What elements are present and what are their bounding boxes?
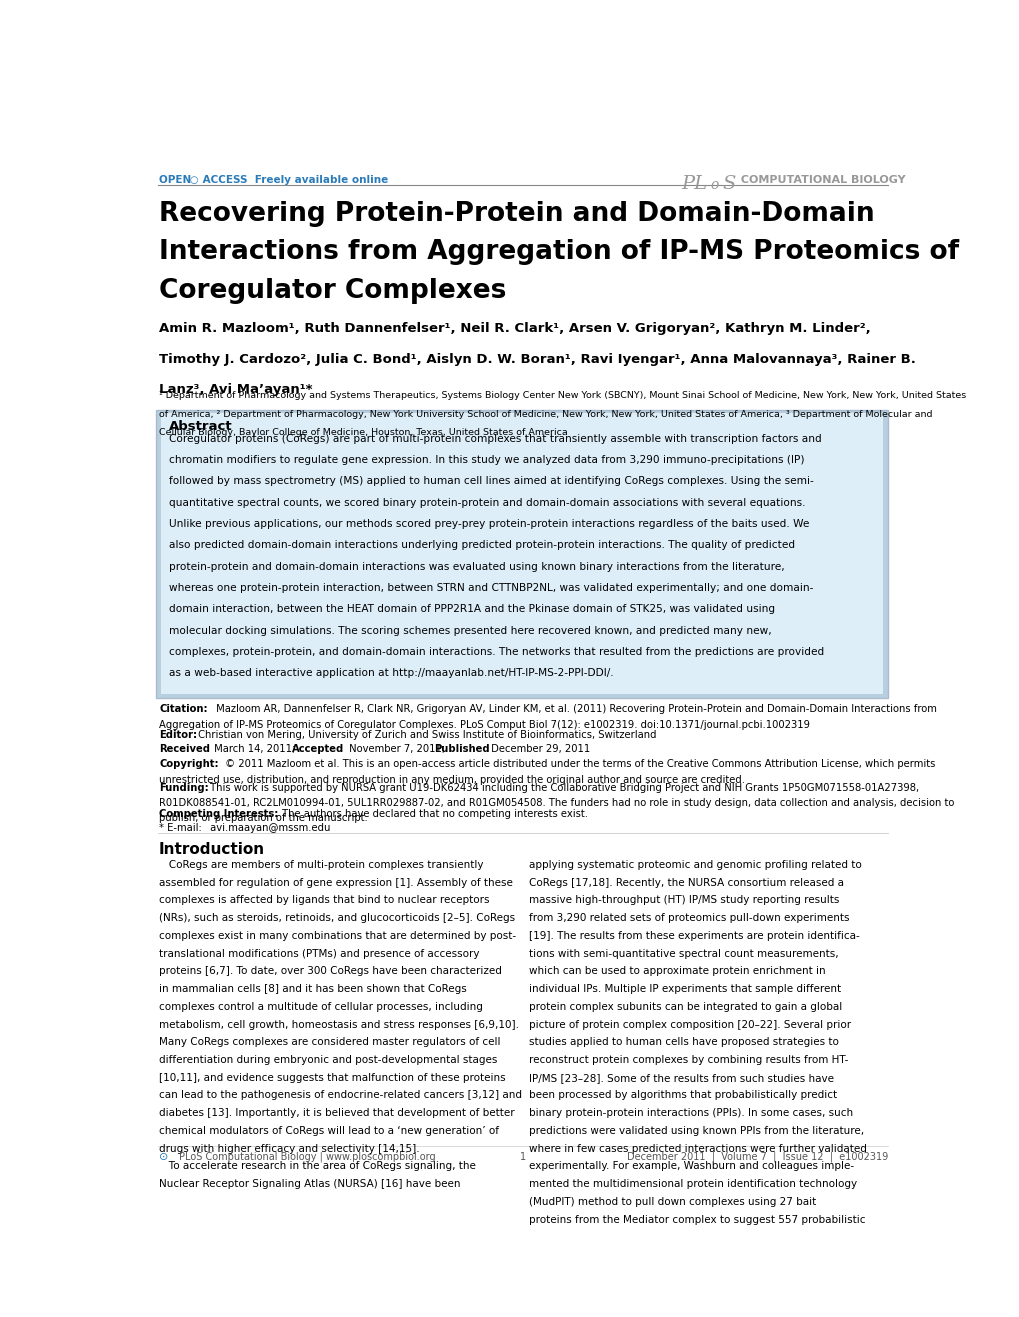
Text: from 3,290 related sets of proteomics pull-down experiments: from 3,290 related sets of proteomics pu… [529, 913, 849, 923]
Text: diabetes [13]. Importantly, it is believed that development of better: diabetes [13]. Importantly, it is believ… [159, 1108, 515, 1118]
Text: Amin R. Mazloom¹, Ruth Dannenfelser¹, Neil R. Clark¹, Arsen V. Grigoryan², Kathr: Amin R. Mazloom¹, Ruth Dannenfelser¹, Ne… [159, 323, 870, 336]
Text: metabolism, cell growth, homeostasis and stress responses [6,9,10].: metabolism, cell growth, homeostasis and… [159, 1019, 519, 1030]
FancyBboxPatch shape [161, 412, 882, 694]
Text: R01DK088541-01, RC2LM010994-01, 5UL1RR029887-02, and R01GM054508. The funders ha: R01DK088541-01, RC2LM010994-01, 5UL1RR02… [159, 798, 954, 807]
Text: [10,11], and evidence suggests that malfunction of these proteins: [10,11], and evidence suggests that malf… [159, 1073, 505, 1083]
Text: experimentally. For example, Washburn and colleagues imple-: experimentally. For example, Washburn an… [529, 1162, 853, 1172]
Text: binary protein-protein interactions (PPIs). In some cases, such: binary protein-protein interactions (PPI… [529, 1108, 852, 1118]
Text: To accelerate research in the area of CoRegs signaling, the: To accelerate research in the area of Co… [159, 1162, 476, 1172]
Text: proteins from the Mediator complex to suggest 557 probabilistic: proteins from the Mediator complex to su… [529, 1214, 865, 1225]
Text: individual IPs. Multiple IP experiments that sample different: individual IPs. Multiple IP experiments … [529, 984, 841, 994]
Text: © 2011 Mazloom et al. This is an open-access article distributed under the terms: © 2011 Mazloom et al. This is an open-ac… [222, 760, 934, 769]
Text: chemical modulators of CoRegs will lead to a ‘new generation’ of: chemical modulators of CoRegs will lead … [159, 1126, 498, 1137]
Text: S: S [721, 175, 735, 194]
Text: picture of protein complex composition [20–22]. Several prior: picture of protein complex composition [… [529, 1019, 851, 1030]
Text: December 2011  |  Volume 7  |  Issue 12  |  e1002319: December 2011 | Volume 7 | Issue 12 | e1… [626, 1152, 888, 1163]
Text: Published: Published [434, 744, 489, 755]
Text: (NRs), such as steroids, retinoids, and glucocorticoids [2–5]. CoRegs: (NRs), such as steroids, retinoids, and … [159, 913, 515, 923]
Text: mented the multidimensional protein identification technology: mented the multidimensional protein iden… [529, 1179, 856, 1189]
Text: predictions were validated using known PPIs from the literature,: predictions were validated using known P… [529, 1126, 863, 1137]
Text: ⊙: ⊙ [159, 1152, 172, 1162]
Text: ACCESS  Freely available online: ACCESS Freely available online [199, 175, 387, 186]
Text: molecular docking simulations. The scoring schemes presented here recovered know: molecular docking simulations. The scori… [168, 626, 770, 636]
Text: in mammalian cells [8] and it has been shown that CoRegs: in mammalian cells [8] and it has been s… [159, 984, 467, 994]
Text: domain interaction, between the HEAT domain of PPP2R1A and the Pkinase domain of: domain interaction, between the HEAT dom… [168, 605, 774, 614]
Text: translational modifications (PTMs) and presence of accessory: translational modifications (PTMs) and p… [159, 948, 479, 959]
Text: as a web-based interactive application at http://maayanlab.net/HT-IP-MS-2-PPI-DD: as a web-based interactive application a… [168, 668, 612, 678]
Text: Aggregation of IP-MS Proteomics of Coregulator Complexes. PLoS Comput Biol 7(12): Aggregation of IP-MS Proteomics of Coreg… [159, 720, 809, 730]
Text: followed by mass spectrometry (MS) applied to human cell lines aimed at identify: followed by mass spectrometry (MS) appli… [168, 477, 812, 486]
Text: This work is supported by NURSA grant U19-DK62434 including the Collaborative Br: This work is supported by NURSA grant U1… [206, 782, 918, 793]
Text: Interactions from Aggregation of IP-MS Proteomics of: Interactions from Aggregation of IP-MS P… [159, 240, 958, 265]
Text: [19]. The results from these experiments are protein identifica-: [19]. The results from these experiments… [529, 931, 859, 940]
Text: Cellular Biology, Baylor College of Medicine, Houston, Texas, United States of A: Cellular Biology, Baylor College of Medi… [159, 428, 568, 437]
Text: unrestricted use, distribution, and reproduction in any medium, provided the ori: unrestricted use, distribution, and repr… [159, 774, 745, 785]
Text: Abstract: Abstract [168, 420, 232, 433]
Text: Coregulator proteins (CoRegs) are part of multi-protein complexes that transient: Coregulator proteins (CoRegs) are part o… [168, 433, 820, 444]
Text: Mazloom AR, Dannenfelser R, Clark NR, Grigoryan AV, Linder KM, et al. (2011) Rec: Mazloom AR, Dannenfelser R, Clark NR, Gr… [213, 703, 935, 714]
Text: avi.maayan@mssm.edu: avi.maayan@mssm.edu [206, 823, 329, 834]
Text: Competing Interests:: Competing Interests: [159, 809, 278, 819]
Text: PL: PL [681, 175, 706, 194]
Text: * E-mail:: * E-mail: [159, 823, 202, 834]
Text: Many CoRegs complexes are considered master regulators of cell: Many CoRegs complexes are considered mas… [159, 1038, 500, 1047]
Text: The authors have declared that no competing interests exist.: The authors have declared that no compet… [279, 809, 588, 819]
Text: protein-protein and domain-domain interactions was evaluated using known binary : protein-protein and domain-domain intera… [168, 561, 784, 572]
Text: chromatin modifiers to regulate gene expression. In this study we analyzed data : chromatin modifiers to regulate gene exp… [168, 456, 803, 465]
FancyBboxPatch shape [156, 410, 888, 698]
Text: complexes is affected by ligands that bind to nuclear receptors: complexes is affected by ligands that bi… [159, 896, 489, 905]
Text: can lead to the pathogenesis of endocrine-related cancers [3,12] and: can lead to the pathogenesis of endocrin… [159, 1090, 522, 1101]
Text: assembled for regulation of gene expression [1]. Assembly of these: assembled for regulation of gene express… [159, 877, 513, 888]
Text: OPEN: OPEN [159, 175, 195, 186]
Text: Nuclear Receptor Signaling Atlas (NURSA) [16] have been: Nuclear Receptor Signaling Atlas (NURSA)… [159, 1179, 461, 1189]
Text: December 29, 2011: December 29, 2011 [487, 744, 590, 755]
Text: PLoS Computational Biology | www.ploscompbiol.org: PLoS Computational Biology | www.ploscom… [178, 1152, 435, 1163]
Text: (MudPIT) method to pull down complexes using 27 bait: (MudPIT) method to pull down complexes u… [529, 1197, 815, 1206]
Text: Funding:: Funding: [159, 782, 209, 793]
Text: also predicted domain-domain interactions underlying predicted protein-protein i: also predicted domain-domain interaction… [168, 540, 794, 551]
Text: protein complex subunits can be integrated to gain a global: protein complex subunits can be integrat… [529, 1002, 842, 1011]
Text: November 7, 2011;: November 7, 2011; [345, 744, 447, 755]
Text: studies applied to human cells have proposed strategies to: studies applied to human cells have prop… [529, 1038, 838, 1047]
Text: Unlike previous applications, our methods scored prey-prey protein-protein inter: Unlike previous applications, our method… [168, 519, 808, 529]
Text: drugs with higher efficacy and selectivity [14,15].: drugs with higher efficacy and selectivi… [159, 1143, 420, 1154]
Text: Recovering Protein-Protein and Domain-Domain: Recovering Protein-Protein and Domain-Do… [159, 200, 874, 227]
Text: of America, ² Department of Pharmacology, New York University School of Medicine: of America, ² Department of Pharmacology… [159, 410, 931, 419]
Text: proteins [6,7]. To date, over 300 CoRegs have been characterized: proteins [6,7]. To date, over 300 CoRegs… [159, 967, 501, 976]
Text: March 14, 2011;: March 14, 2011; [211, 744, 299, 755]
Text: ¹ Department of Pharmacology and Systems Therapeutics, Systems Biology Center Ne: ¹ Department of Pharmacology and Systems… [159, 391, 965, 400]
Text: massive high-throughput (HT) IP/MS study reporting results: massive high-throughput (HT) IP/MS study… [529, 896, 839, 905]
Text: 1: 1 [519, 1152, 526, 1162]
Text: tions with semi-quantitative spectral count measurements,: tions with semi-quantitative spectral co… [529, 948, 838, 959]
Text: Editor:: Editor: [159, 730, 197, 740]
Text: o: o [710, 178, 718, 192]
Text: whereas one protein-protein interaction, between STRN and CTTNBP2NL, was validat: whereas one protein-protein interaction,… [168, 583, 812, 593]
Text: Timothy J. Cardozo², Julia C. Bond¹, Aislyn D. W. Boran¹, Ravi Iyengar¹, Anna Ma: Timothy J. Cardozo², Julia C. Bond¹, Ais… [159, 353, 915, 366]
Text: applying systematic proteomic and genomic profiling related to: applying systematic proteomic and genomi… [529, 860, 861, 869]
Text: Lanz³, Avi Ma’ayan¹*: Lanz³, Avi Ma’ayan¹* [159, 383, 312, 396]
Text: quantitative spectral counts, we scored binary protein-protein and domain-domain: quantitative spectral counts, we scored … [168, 498, 804, 508]
Text: reconstruct protein complexes by combining results from HT-: reconstruct protein complexes by combini… [529, 1055, 848, 1065]
Text: Accepted: Accepted [291, 744, 343, 755]
Text: differentiation during embryonic and post-developmental stages: differentiation during embryonic and pos… [159, 1055, 497, 1065]
Text: Coregulator Complexes: Coregulator Complexes [159, 278, 506, 304]
Text: Citation:: Citation: [159, 703, 208, 714]
Text: CoRegs are members of multi-protein complexes transiently: CoRegs are members of multi-protein comp… [159, 860, 483, 869]
Text: Christian von Mering, University of Zurich and Swiss Institute of Bioinformatics: Christian von Mering, University of Zuri… [196, 730, 656, 740]
Text: where in few cases predicted interactions were further validated: where in few cases predicted interaction… [529, 1143, 866, 1154]
Text: which can be used to approximate protein enrichment in: which can be used to approximate protein… [529, 967, 825, 976]
Text: Introduction: Introduction [159, 842, 265, 856]
Text: complexes exist in many combinations that are determined by post-: complexes exist in many combinations tha… [159, 931, 516, 940]
Text: IP/MS [23–28]. Some of the results from such studies have: IP/MS [23–28]. Some of the results from … [529, 1073, 834, 1083]
Text: Copyright:: Copyright: [159, 760, 218, 769]
Text: Received: Received [159, 744, 210, 755]
Text: COMPUTATIONAL BIOLOGY: COMPUTATIONAL BIOLOGY [737, 175, 905, 186]
Text: complexes control a multitude of cellular processes, including: complexes control a multitude of cellula… [159, 1002, 483, 1011]
Text: complexes, protein-protein, and domain-domain interactions. The networks that re: complexes, protein-protein, and domain-d… [168, 647, 823, 657]
Text: publish, or preparation of the manuscript.: publish, or preparation of the manuscrip… [159, 813, 368, 823]
Text: been processed by algorithms that probabilistically predict: been processed by algorithms that probab… [529, 1090, 837, 1101]
Text: ○: ○ [189, 175, 198, 186]
Text: CoRegs [17,18]. Recently, the NURSA consortium released a: CoRegs [17,18]. Recently, the NURSA cons… [529, 877, 844, 888]
